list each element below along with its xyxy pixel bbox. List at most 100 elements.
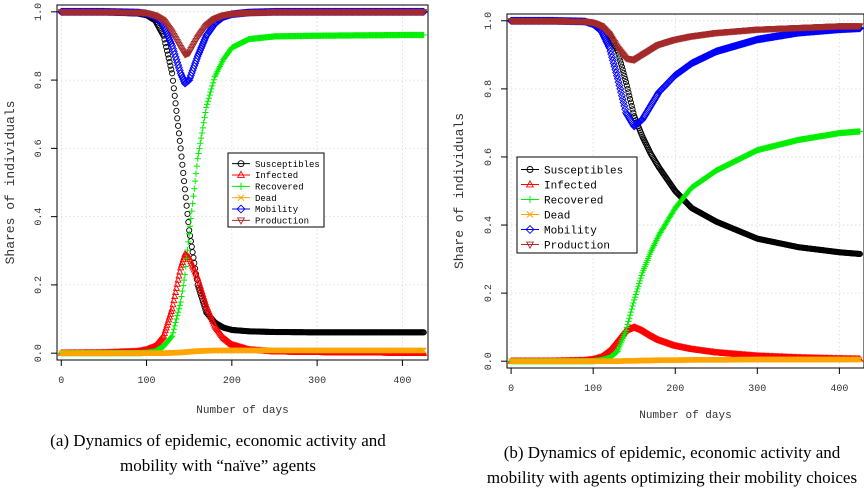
data-point-mobility — [189, 64, 198, 73]
legend-marker-recovered — [237, 182, 245, 190]
data-point-recovered — [181, 271, 189, 278]
data-point-susceptibles — [164, 51, 171, 58]
data-point-dead — [854, 356, 861, 363]
x-axis-label: Number of days — [196, 405, 288, 417]
data-point-dead — [856, 356, 863, 363]
data-point-susceptibles — [623, 82, 630, 89]
data-point-recovered — [636, 277, 644, 284]
x-tick-label: 200 — [223, 376, 241, 387]
data-point-susceptibles — [163, 47, 171, 54]
data-point-recovered — [626, 312, 634, 319]
data-point-recovered — [180, 282, 187, 289]
data-point-recovered — [633, 288, 640, 295]
data-point-recovered — [638, 272, 645, 279]
data-point-recovered — [632, 291, 639, 298]
series-production — [507, 18, 864, 65]
data-point-susceptibles — [625, 89, 632, 96]
data-point-mobility — [178, 73, 187, 82]
series-mobility — [507, 16, 864, 131]
data-point-susceptibles — [175, 122, 182, 129]
data-point-production — [420, 9, 428, 16]
series-mobility — [57, 7, 428, 88]
data-point-recovered — [193, 162, 200, 170]
data-point-susceptibles — [616, 54, 623, 61]
data-point-mobility — [620, 101, 629, 110]
data-point-recovered — [190, 193, 197, 200]
data-point-dead — [419, 347, 426, 354]
data-point-production — [156, 15, 164, 23]
data-point-susceptibles — [170, 85, 177, 92]
data-point-susceptibles — [622, 79, 630, 86]
data-point-dead — [855, 356, 862, 363]
y-tick-label: 0.6 — [34, 139, 45, 157]
data-point-susceptibles — [621, 72, 628, 79]
legend-item-production: Production — [232, 216, 309, 226]
data-point-susceptibles — [189, 249, 196, 256]
data-point-mobility — [179, 75, 188, 84]
data-point-susceptibles — [620, 69, 627, 76]
data-point-susceptibles — [179, 161, 186, 168]
data-point-recovered — [209, 79, 217, 86]
data-point-mobility — [185, 76, 194, 85]
data-point-susceptibles — [180, 169, 187, 176]
data-point-recovered — [627, 309, 635, 316]
series-dead — [508, 356, 863, 365]
data-point-recovered — [198, 129, 206, 137]
data-point-recovered — [185, 238, 192, 246]
series-susceptibles — [508, 17, 863, 258]
data-point-susceptibles — [619, 66, 626, 73]
y-tick-label: 0.4 — [34, 208, 45, 226]
legend-label: Dead — [255, 194, 277, 204]
data-point-recovered — [177, 298, 184, 306]
legend-label: Mobility — [255, 205, 299, 215]
data-point-recovered — [631, 294, 639, 301]
data-point-susceptibles — [173, 107, 180, 114]
data-point-recovered — [856, 128, 864, 135]
data-point-susceptibles — [856, 250, 863, 258]
data-point-recovered — [195, 150, 202, 157]
legend: SusceptiblesInfectedRecoveredDeadMobilit… — [227, 152, 325, 228]
data-point-susceptibles — [166, 58, 173, 66]
y-tick-label: 0.2 — [34, 276, 45, 294]
data-point-susceptibles — [185, 219, 192, 226]
data-point-recovered — [174, 312, 181, 319]
data-point-mobility — [611, 65, 620, 74]
data-point-infected — [169, 300, 177, 308]
data-point-recovered — [197, 140, 204, 147]
data-point-mobility — [609, 59, 618, 68]
data-point-susceptibles — [177, 145, 184, 152]
data-point-recovered — [206, 91, 213, 99]
data-point-mobility — [608, 53, 617, 62]
data-point-mobility — [610, 62, 619, 71]
data-point-susceptibles — [420, 329, 427, 336]
x-tick-label: 100 — [138, 376, 156, 387]
data-point-mobility — [607, 50, 616, 59]
data-point-dead — [420, 347, 427, 354]
data-point-mobility — [176, 69, 185, 78]
data-point-susceptibles — [171, 92, 178, 99]
data-point-mobility — [617, 91, 626, 100]
series-dead — [58, 347, 427, 357]
y-axis-label: Shares of individuals — [3, 101, 18, 265]
data-point-susceptibles — [627, 99, 634, 106]
data-point-mobility — [603, 38, 612, 47]
data-point-susceptibles — [628, 102, 635, 109]
data-point-susceptibles — [175, 130, 183, 137]
data-point-recovered — [635, 283, 642, 290]
data-point-recovered — [179, 287, 186, 295]
data-point-mobility — [601, 35, 610, 44]
data-point-susceptibles — [167, 62, 174, 69]
data-point-mobility — [618, 95, 627, 104]
data-point-recovered — [169, 332, 176, 340]
data-point-recovered — [207, 88, 214, 96]
data-point-recovered — [189, 200, 196, 207]
data-point-susceptibles — [188, 243, 195, 250]
data-point-mobility — [186, 73, 195, 82]
data-point-recovered — [186, 230, 193, 237]
data-point-recovered — [186, 223, 194, 230]
data-point-recovered — [631, 296, 638, 304]
data-point-mobility — [192, 56, 201, 65]
legend-item-recovered: Recovered — [232, 182, 304, 192]
